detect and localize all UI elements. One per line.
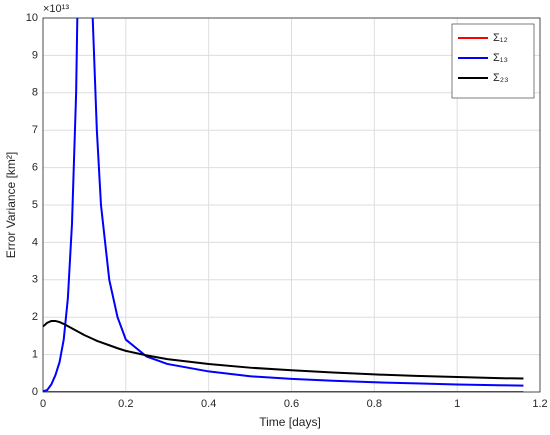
legend-label: Σ₂₃: [493, 72, 509, 84]
y-tick-label: 2: [32, 311, 38, 323]
legend-label: Σ₁₃: [493, 52, 508, 64]
y-tick-label: 6: [32, 162, 38, 174]
x-tick-label: 1.2: [532, 398, 547, 410]
y-tick-label: 3: [32, 274, 38, 286]
x-tick-label: 0.4: [201, 398, 216, 410]
x-tick-label: 0.2: [118, 398, 133, 410]
legend-box: [451, 23, 535, 99]
x-tick-label: 0.8: [367, 398, 382, 410]
y-tick-label: 8: [32, 87, 38, 99]
x-tick-label: 1: [454, 398, 460, 410]
y-axis-label: Error Variance [km²]: [4, 152, 18, 258]
y-tick-label: 1: [32, 349, 38, 361]
x-tick-label: 0.6: [284, 398, 299, 410]
y-tick-label: 10: [26, 12, 38, 24]
x-tick-label: 0: [40, 398, 46, 410]
y-tick-label: 9: [32, 49, 38, 61]
y-tick-label: 7: [32, 124, 38, 136]
series-line: [43, 18, 524, 392]
legend-label: Σ₁₂: [493, 32, 508, 44]
plot-area: [43, 18, 524, 392]
y-tick-label: 4: [32, 236, 38, 248]
series-line: [43, 319, 524, 380]
y-tick-label: 5: [32, 199, 38, 211]
x-axis-label: Time [days]: [259, 415, 321, 429]
y-tick-label: 0: [32, 386, 38, 398]
y-multiplier: ×10¹³: [43, 3, 69, 15]
